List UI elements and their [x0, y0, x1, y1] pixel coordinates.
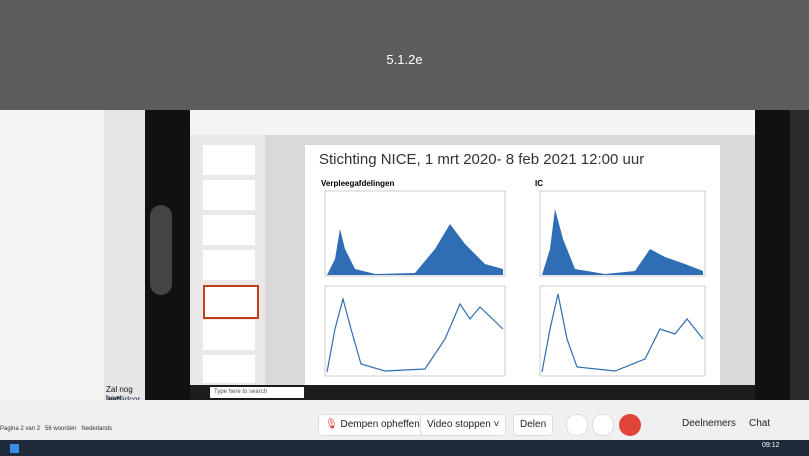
annotation-toolbar[interactable]: [150, 205, 172, 295]
thumb[interactable]: [203, 215, 255, 245]
chat-label: Chat: [749, 418, 771, 429]
thumb[interactable]: [203, 180, 255, 210]
share-button[interactable]: Delen: [513, 414, 554, 436]
header-title: 5.1.2e: [386, 52, 423, 67]
thumb[interactable]: [203, 355, 255, 383]
reactions-button[interactable]: [566, 414, 588, 436]
word-sidebar: [104, 110, 145, 400]
slide: Stichting NICE, 1 mrt 2020- 8 feb 2021 1…: [305, 145, 720, 385]
word-line: Zal nog beet: [106, 385, 133, 403]
word-status: Pagina 2 van 2 56 woorden Nederlands: [0, 426, 112, 432]
more-button[interactable]: [592, 414, 614, 436]
status: Pagina 2 van 2: [0, 426, 41, 432]
slide-thumbnails: [190, 135, 265, 385]
status: 56 woorden: [45, 426, 77, 432]
windows-taskbar: 09:12: [0, 440, 809, 456]
mute-button[interactable]: 🎙 Dempen opheffen ˅: [318, 414, 436, 436]
ppt-ribbon: [190, 110, 755, 136]
clock: 09:12: [762, 442, 780, 449]
share-label: Delen: [520, 419, 547, 430]
participants-button[interactable]: Deelnemers: [676, 414, 742, 434]
header-band: 5.1.2e: [0, 0, 809, 110]
video-label: Video stoppen: [427, 419, 491, 430]
panel-label: IC: [535, 179, 543, 188]
thumb[interactable]: [203, 320, 255, 350]
shared-screen: Stichting NICE, 1 mrt 2020- 8 feb 2021 1…: [145, 110, 790, 400]
search-box[interactable]: Type here to search: [210, 387, 304, 398]
participants-label: Deelnemers: [682, 418, 736, 429]
status: Nederlands: [81, 426, 113, 432]
chat-button[interactable]: Chat: [743, 414, 776, 434]
thumb[interactable]: [203, 250, 255, 280]
mute-label: Dempen opheffen: [340, 419, 420, 430]
panel-label: Verpleegafdelingen: [321, 179, 395, 188]
word-line: leeftijdcor: [106, 395, 140, 404]
leave-button[interactable]: [619, 414, 641, 436]
inner-taskbar: Type here to search: [190, 385, 755, 400]
start-button[interactable]: [10, 444, 19, 453]
word-window: Zal nog beet leeftijdcor: [0, 110, 145, 404]
video-button[interactable]: Video stoppen ˅: [420, 414, 507, 436]
slide-title: Stichting NICE, 1 mrt 2020- 8 feb 2021 1…: [319, 151, 645, 168]
thumb[interactable]: [203, 145, 255, 175]
slide-area: Stichting NICE, 1 mrt 2020- 8 feb 2021 1…: [265, 135, 755, 385]
slide-charts: [324, 190, 706, 377]
thumb-active[interactable]: [203, 285, 259, 319]
